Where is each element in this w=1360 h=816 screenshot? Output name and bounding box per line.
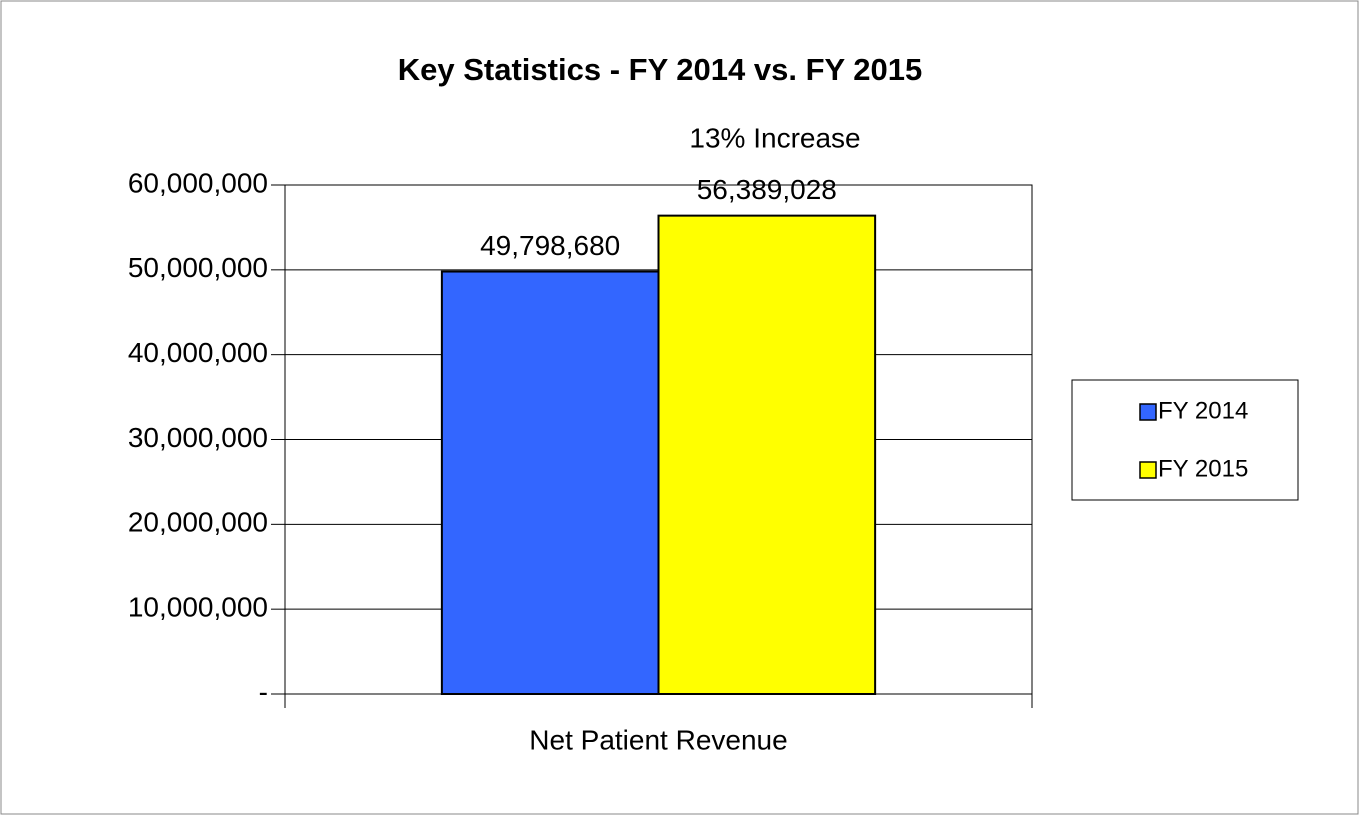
y-tick-label: 60,000,000 [128, 167, 268, 198]
legend-box [1071, 379, 1299, 501]
y-tick-label: 40,000,000 [128, 337, 268, 368]
legend-label: FY 2015 [1158, 455, 1248, 482]
legend-swatch [1139, 403, 1157, 421]
legend-label: FY 2014 [1158, 397, 1248, 424]
y-tick-label: 30,000,000 [128, 422, 268, 453]
bar [657, 214, 877, 695]
y-tick-label: 10,000,000 [128, 592, 268, 623]
chart-title: Key Statistics - FY 2014 vs. FY 2015 [398, 52, 922, 87]
x-tick-label: Net Patient Revenue [529, 724, 787, 755]
legend-swatch [1139, 461, 1157, 479]
annotation: 13% Increase [689, 122, 860, 153]
y-tick-label: 50,000,000 [128, 252, 268, 283]
y-tick-label: - [259, 676, 268, 707]
bar [440, 270, 660, 695]
value-label: 49,798,680 [480, 230, 620, 261]
y-tick-label: 20,000,000 [128, 507, 268, 538]
value-label: 56,389,028 [697, 174, 837, 205]
